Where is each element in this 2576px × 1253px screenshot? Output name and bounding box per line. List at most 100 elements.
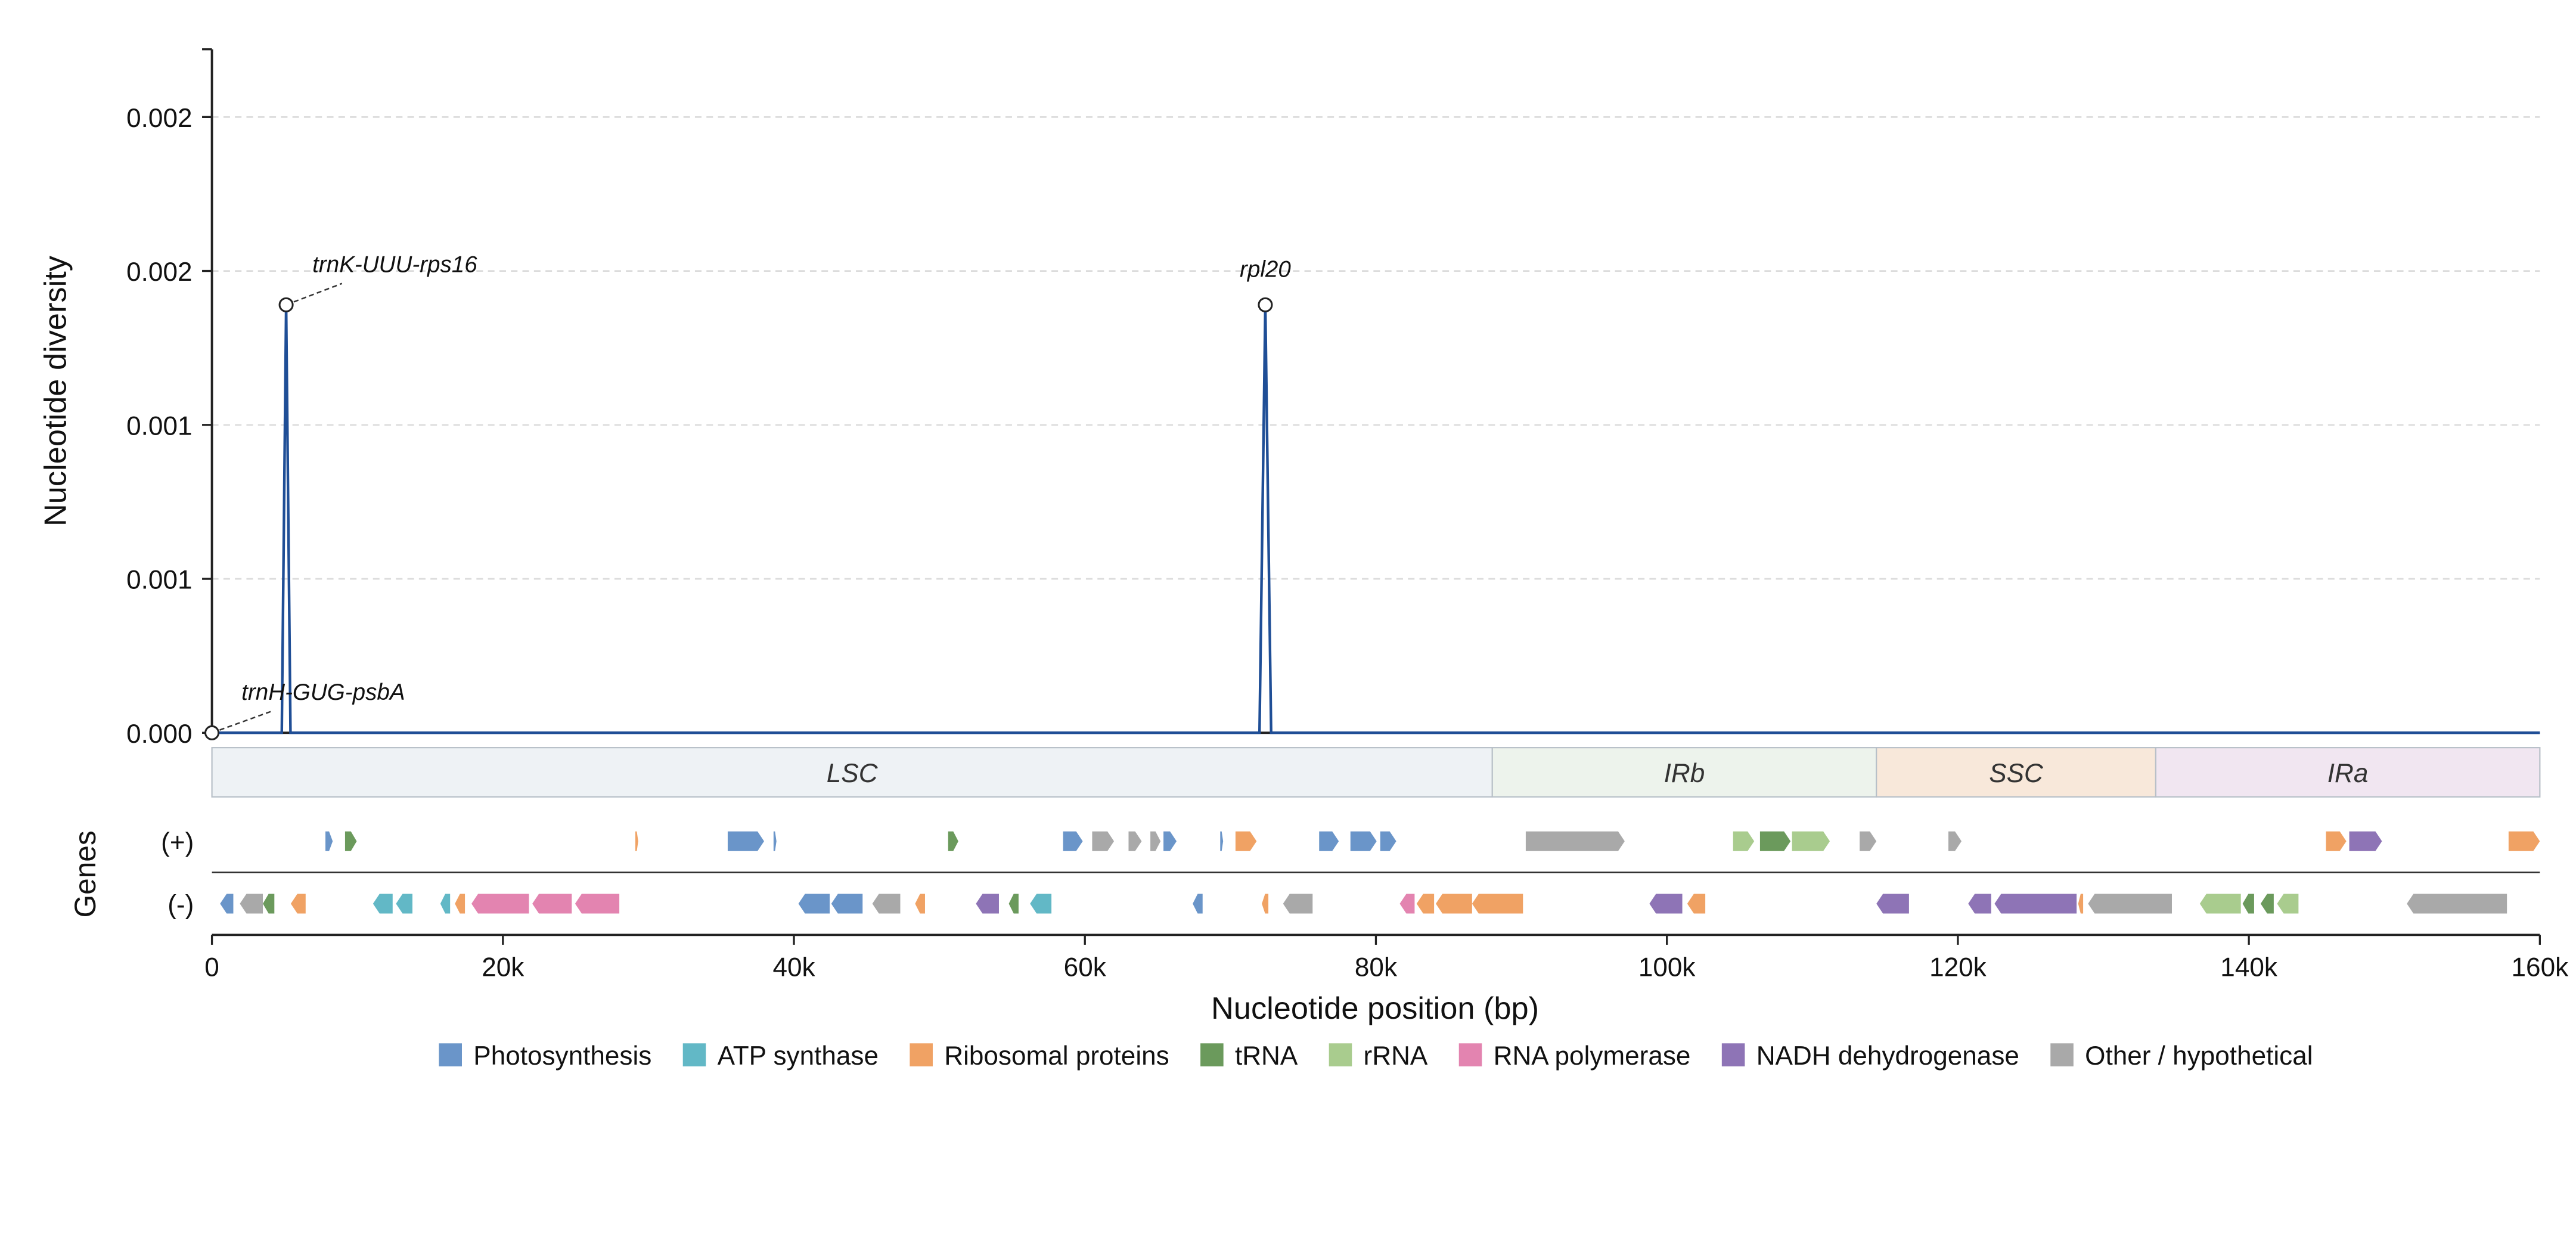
gene (1128, 831, 1142, 851)
gene (727, 831, 764, 851)
x-tick-label: 60k (1064, 953, 1107, 982)
gene (2199, 894, 2241, 914)
gene (532, 894, 572, 914)
gene (2277, 894, 2299, 914)
gene (240, 894, 263, 914)
gene (872, 894, 901, 914)
annotation-point (204, 725, 220, 740)
gene (1283, 894, 1313, 914)
region (1876, 747, 2156, 798)
gene (440, 894, 451, 914)
y-tick-label: 0.002 (126, 258, 192, 287)
x-tick-label: 140k (2220, 953, 2278, 982)
gene (1380, 831, 1396, 851)
genes-label: Genes (69, 830, 102, 917)
gene (325, 831, 333, 851)
gene (773, 831, 777, 851)
gene (1319, 831, 1339, 851)
region (2155, 747, 2541, 798)
strand-label: (-) (167, 891, 194, 920)
gene (290, 894, 306, 914)
annotation-label: trnH-GUG-psbA (241, 680, 405, 705)
legend-label: Photosynthesis (473, 1041, 651, 1071)
gene (396, 894, 412, 914)
legend-label: RNA polymerase (1494, 1041, 1691, 1071)
legend-swatch (1200, 1043, 1224, 1066)
legend-label: ATP synthase (718, 1041, 879, 1071)
gene (976, 894, 999, 914)
gene (831, 894, 863, 914)
gene (915, 894, 925, 914)
gene (1350, 831, 1377, 851)
gene (2078, 894, 2084, 914)
legend-label: Other / hypothetical (2085, 1041, 2313, 1071)
gene (2508, 831, 2540, 851)
x-tick-label: 80k (1355, 953, 1398, 982)
x-tick-label: 20k (482, 953, 524, 982)
gene (1759, 831, 1791, 851)
gene (471, 894, 529, 914)
gene (1472, 894, 1523, 914)
gene (373, 894, 393, 914)
x-tick-label: 40k (772, 953, 815, 982)
y-tick-label: 0.001 (126, 411, 192, 441)
region-label: IRa (2327, 759, 2369, 788)
x-axis-label: Nucleotide position (bp) (1211, 991, 1539, 1026)
y-tick-label: 0.001 (126, 566, 192, 595)
gene (1968, 894, 1991, 914)
legend-swatch (439, 1043, 462, 1066)
annotation-leader (212, 711, 272, 734)
legend-swatch (1721, 1043, 1745, 1066)
gene (1220, 831, 1224, 851)
gene (798, 894, 830, 914)
gene (1235, 831, 1257, 851)
gene (1163, 831, 1177, 851)
region (1491, 747, 1877, 798)
x-tick-label: 120k (1929, 953, 1987, 982)
gene (635, 831, 638, 851)
gene (1063, 831, 1083, 851)
gene (1876, 894, 1909, 914)
annotation-label: rpl20 (1240, 257, 1291, 283)
x-tick-label: 100k (1638, 953, 1696, 982)
legend-label: NADH dehydrogenase (1756, 1041, 2019, 1071)
gene (1436, 894, 1472, 914)
legend-swatch (910, 1043, 933, 1066)
region-label: LSC (827, 759, 879, 788)
legend-label: tRNA (1235, 1041, 1298, 1071)
diversity-line (212, 305, 2540, 734)
x-tick-label: 0 (204, 953, 219, 982)
legend-swatch (2050, 1043, 2074, 1066)
gene (1860, 831, 1877, 851)
gene (1687, 894, 1706, 914)
gene (220, 894, 234, 914)
gene (344, 831, 357, 851)
gene (1416, 894, 1435, 914)
gene (948, 831, 958, 851)
legend-swatch (1329, 1043, 1352, 1066)
gene (263, 894, 275, 914)
gene (1399, 894, 1415, 914)
gene (2407, 894, 2507, 914)
annotation-point (278, 297, 294, 312)
y-tick-label: 0.000 (126, 719, 192, 749)
gene (2326, 831, 2347, 851)
gene (1193, 894, 1203, 914)
y-axis-label: Nucleotide diversity (38, 255, 73, 526)
gene (455, 894, 465, 914)
gene (1994, 894, 2077, 914)
y-tick-label: 0.002 (126, 104, 192, 133)
region-label: IRb (1664, 759, 1705, 788)
gene (2088, 894, 2172, 914)
gene (1150, 831, 1161, 851)
gene (2242, 894, 2254, 914)
gene (2349, 831, 2382, 851)
region (211, 747, 1493, 798)
legend-label: Ribosomal proteins (944, 1041, 1169, 1071)
gene (1948, 831, 1962, 851)
region-label: SSC (1989, 759, 2044, 788)
gene (1030, 894, 1052, 914)
legend-label: rRNA (1364, 1041, 1428, 1071)
